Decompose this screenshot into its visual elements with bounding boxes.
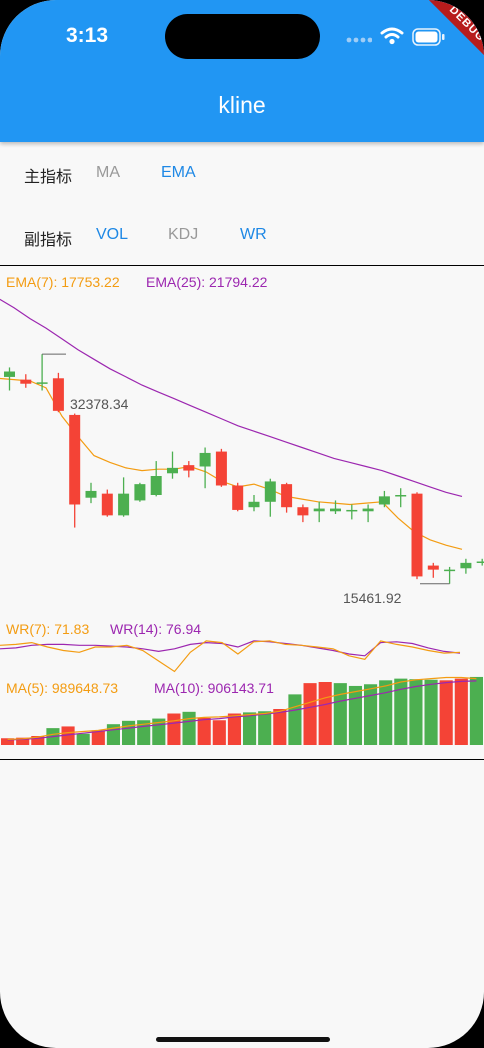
max-price-label: 32378.34	[70, 396, 129, 412]
candle-body	[378, 496, 390, 505]
vol-ma10-legend: MA(10): 906143.71	[154, 680, 274, 696]
cellular-signal-icon	[346, 37, 372, 43]
candle-body	[362, 508, 374, 512]
candle-body	[264, 481, 276, 502]
candle-body	[248, 501, 260, 508]
volume-bar	[167, 713, 181, 745]
kline-chart-frame[interactable]	[0, 265, 484, 760]
wr14-line	[0, 640, 461, 657]
sub-indicator-option-kdj[interactable]: KDJ	[168, 226, 199, 243]
candle-body	[411, 493, 423, 577]
main-indicator-label: 主指标	[24, 167, 73, 186]
volume-bar	[273, 709, 287, 745]
wifi-icon	[380, 27, 404, 45]
volume-bar	[409, 679, 423, 745]
volume-bar	[424, 679, 438, 745]
candle-body	[101, 493, 113, 516]
volume-bar	[31, 736, 45, 745]
candle-body	[427, 565, 439, 570]
main-indicator-option-ema[interactable]: EMA	[161, 164, 196, 181]
volume-bar	[303, 683, 317, 745]
volume-bar	[197, 718, 211, 745]
candle-body	[346, 509, 358, 512]
wr14-legend: WR(14): 76.94	[110, 621, 201, 637]
candle-body	[20, 379, 32, 384]
candle-body	[444, 569, 456, 572]
wr7-legend: WR(7): 71.83	[6, 621, 89, 637]
candle-body	[395, 495, 407, 497]
volume-bar	[182, 711, 196, 745]
wr7-line	[0, 640, 461, 673]
main-price-panel	[0, 298, 484, 585]
volume-bar	[122, 720, 136, 745]
dynamic-island	[165, 14, 320, 59]
candle-body	[313, 508, 325, 512]
volume-bar	[91, 730, 105, 745]
candle-body	[69, 414, 81, 505]
volume-bar	[318, 682, 332, 745]
vol-ma5-legend: MA(5): 989648.73	[6, 680, 118, 696]
candle-body	[460, 562, 472, 569]
volume-bar	[364, 684, 378, 745]
candle-body	[134, 484, 146, 501]
volume-bar	[258, 711, 272, 745]
volume-bar	[76, 733, 90, 745]
volume-bar	[288, 694, 302, 745]
volume-bar	[348, 685, 362, 745]
candle-body	[297, 507, 309, 516]
volume-bar	[1, 738, 15, 745]
candle-body	[36, 382, 48, 384]
candle-body	[183, 465, 195, 471]
volume-bar	[333, 683, 347, 745]
volume-bar	[61, 726, 75, 745]
volume-bar	[227, 713, 241, 745]
candle-body	[167, 467, 178, 474]
sub-indicator-option-vol[interactable]: VOL	[96, 226, 129, 243]
ema-short-legend: EMA(7): 17753.22	[6, 274, 120, 290]
app-bar: 3:13 DEBUG kline	[0, 0, 484, 142]
volume-bar	[469, 676, 483, 745]
candle-body	[232, 485, 244, 510]
app-title: kline	[218, 92, 266, 118]
kline-chart[interactable]: EMA(7): 17753.22 EMA(25): 21794.22 32378…	[0, 265, 484, 760]
candle-body	[118, 493, 130, 516]
vol-ma10-line	[7, 680, 477, 741]
candle-body	[4, 371, 15, 377]
candle-body	[476, 561, 484, 563]
volume-bar	[212, 720, 226, 745]
candle-body	[199, 452, 211, 467]
battery-icon	[412, 28, 445, 46]
candle-body	[52, 378, 64, 411]
status-time: 3:13	[66, 24, 109, 47]
sub-indicator-option-wr[interactable]: WR	[240, 226, 267, 243]
candle-body	[330, 508, 341, 512]
ema-long-line	[0, 298, 463, 497]
volume-bar	[16, 737, 30, 745]
volume-bar	[379, 680, 393, 745]
candle-body	[150, 476, 162, 495]
volume-bar	[454, 678, 468, 745]
volume-bar	[439, 680, 453, 745]
volume-panel	[1, 676, 483, 745]
home-indicator[interactable]	[156, 1037, 330, 1042]
candle-body	[281, 484, 293, 508]
wr-indicator-panel	[0, 640, 461, 673]
volume-bar	[394, 678, 408, 745]
volume-bar	[243, 712, 257, 745]
candle-body	[215, 451, 227, 486]
vol-ma5-line	[7, 676, 477, 740]
main-indicator-option-ma[interactable]: MA	[96, 164, 120, 181]
candle-body	[85, 490, 97, 498]
ema-long-legend: EMA(25): 21794.22	[146, 274, 268, 290]
sub-indicator-label: 副指标	[24, 230, 73, 249]
min-price-label: 15461.92	[343, 590, 402, 606]
